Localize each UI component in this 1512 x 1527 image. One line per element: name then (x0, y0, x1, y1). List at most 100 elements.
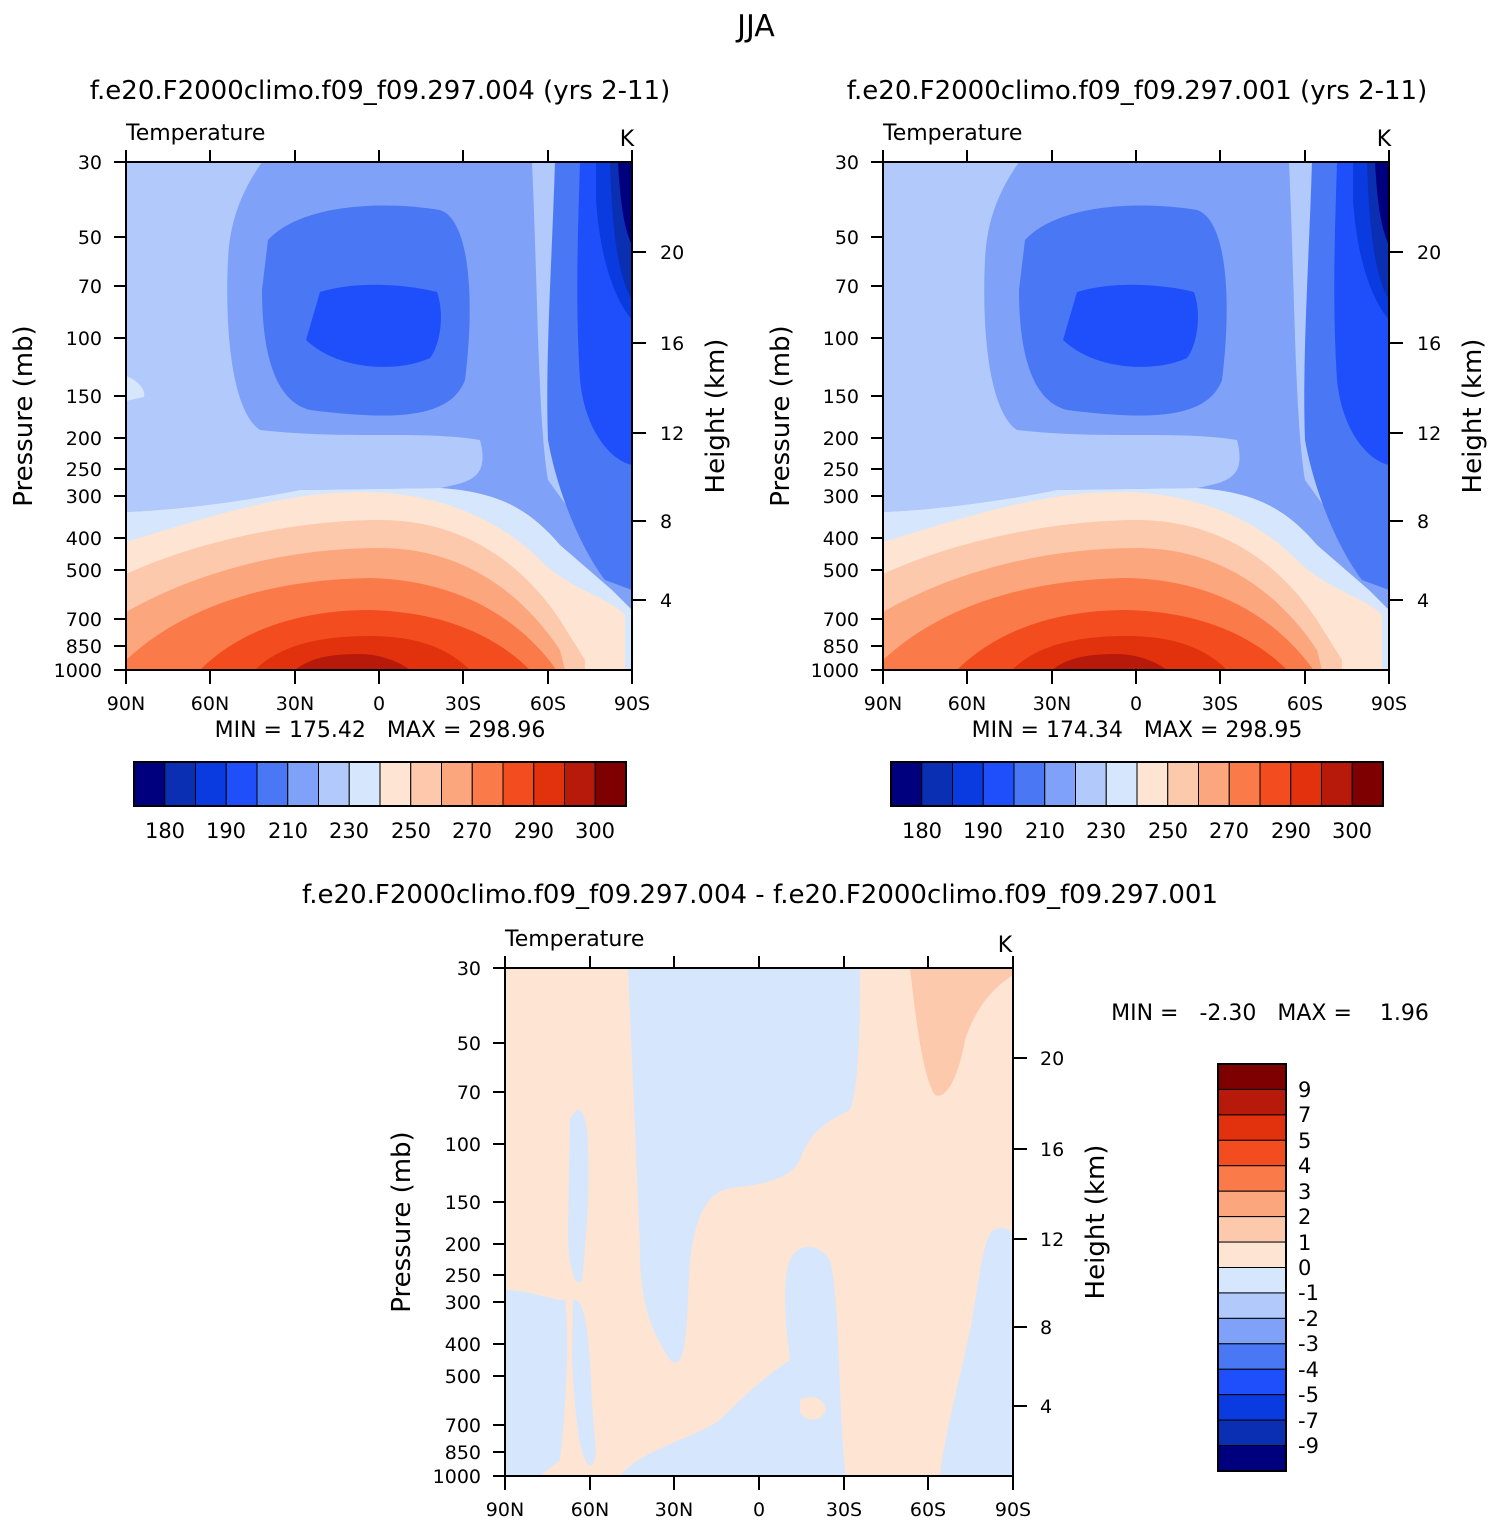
y-tick-label: 500 (66, 560, 102, 582)
y2-tick-label: 12 (1040, 1229, 1064, 1251)
panel-3-title: f.e20.F2000climo.f09_f09.297.004 - f.e20… (302, 880, 1218, 910)
y2-tick-label: 8 (660, 511, 672, 533)
colorbar-swatch (502, 761, 535, 807)
y-tick-label: 250 (823, 459, 859, 481)
y-tick-label: 30 (78, 152, 102, 174)
colorbar-swatch (1217, 1063, 1287, 1090)
colorbar-label: 300 (575, 819, 615, 843)
x-tick-label: 90S (995, 1499, 1031, 1521)
y-tick-label: 70 (78, 276, 102, 298)
colorbar-swatch (225, 761, 258, 807)
y-tick-label: 30 (457, 958, 481, 980)
colorbar-swatch (1217, 1241, 1287, 1268)
colorbar-swatch (318, 761, 350, 807)
colorbar-swatch (348, 761, 381, 807)
y-tick-label: 250 (66, 459, 102, 481)
y-tick-label: 300 (445, 1292, 481, 1314)
x-tick-label: 30N (276, 693, 314, 715)
y2-tick-label: 16 (660, 333, 684, 355)
colorbar-frame (1217, 1063, 1287, 1472)
colorbar-swatch (195, 761, 227, 807)
x-tick-label: 60N (948, 693, 986, 715)
colorbar-swatch (1228, 761, 1261, 807)
colorbar-label: -2 (1298, 1307, 1319, 1331)
panel-1-variable: Temperature (125, 121, 265, 146)
panel-3-colorbar-labels: 9 7 5 4 3 2 1 0 -1 -2 -3 -4 -5 -7 -9 (1298, 1078, 1319, 1458)
colorbar-frame (133, 761, 627, 807)
page-title: JJA (735, 9, 775, 44)
x-tick-label: 60S (910, 1499, 946, 1521)
y-tick-label: 100 (823, 328, 859, 350)
y-tick-label: 700 (445, 1415, 481, 1437)
y-tick-label: 150 (66, 386, 102, 408)
panel-1: f.e20.F2000climo.f09_f09.297.004 (yrs 2-… (9, 76, 731, 843)
y-tick-label: 100 (66, 328, 102, 350)
panel-1-y-tick-labels: 30 50 70 100 150 200 250 300 400 500 700… (54, 152, 102, 682)
x-tick-label: 30S (826, 1499, 862, 1521)
colorbar-label: 270 (452, 819, 492, 843)
panel-3-neg-thin (572, 1299, 596, 1466)
y-tick-label: 30 (835, 152, 859, 174)
colorbar-label: 190 (206, 819, 246, 843)
colorbar-swatch (1167, 761, 1199, 807)
x-tick-label: 30S (445, 693, 481, 715)
colorbar-swatch (1136, 761, 1169, 807)
colorbar-label: -9 (1298, 1434, 1319, 1458)
colorbar-swatch (952, 761, 984, 807)
y2-tick-label: 20 (1417, 242, 1441, 264)
y-tick-label: 50 (457, 1033, 481, 1055)
panel-3-colorbar (1217, 1063, 1287, 1472)
colorbar-label: 230 (329, 819, 369, 843)
colorbar-label: -4 (1298, 1358, 1319, 1382)
y2-tick-label: 12 (1417, 423, 1441, 445)
y2-tick-label: 12 (660, 423, 684, 445)
colorbar-swatch (1217, 1368, 1287, 1396)
colorbar-label: 190 (963, 819, 1003, 843)
panel-2-contour-200 (1063, 284, 1198, 367)
y-tick-label: 850 (445, 1442, 481, 1464)
panel-1-colorbar-labels: 180 190 210 230 250 270 290 300 (145, 819, 615, 843)
y-tick-label: 70 (835, 276, 859, 298)
y-tick-label: 700 (66, 609, 102, 631)
panel-1-y2label: Height (km) (701, 339, 731, 494)
colorbar-label: -7 (1298, 1409, 1319, 1433)
panel-2-variable: Temperature (882, 121, 1022, 146)
colorbar-label: 270 (1209, 819, 1249, 843)
y-tick-label: 50 (835, 227, 859, 249)
colorbar-label: 7 (1298, 1103, 1311, 1127)
colorbar-label: 2 (1298, 1205, 1311, 1229)
y-tick-label: 700 (823, 609, 859, 631)
colorbar-swatch (890, 761, 923, 807)
colorbar-label: 250 (1148, 819, 1188, 843)
panel-2-y2label: Height (km) (1458, 339, 1488, 494)
x-tick-label: 60S (530, 693, 566, 715)
x-tick-label: 30N (1033, 693, 1071, 715)
y-tick-label: 100 (445, 1134, 481, 1156)
panel-2-colorbar-labels: 180 190 210 230 250 270 290 300 (902, 819, 1372, 843)
y-tick-label: 400 (823, 528, 859, 550)
colorbar-swatch (471, 761, 504, 807)
panel-1-y2-tick-labels: 20 16 12 8 4 (660, 242, 684, 612)
panel-2-colorbar (890, 761, 1384, 807)
x-tick-label: 0 (1130, 693, 1142, 715)
y-tick-label: 50 (78, 227, 102, 249)
colorbar-swatch (921, 761, 953, 807)
colorbar-swatch (441, 761, 473, 807)
colorbar-swatch (1217, 1394, 1287, 1421)
colorbar-label: 0 (1298, 1256, 1311, 1280)
x-tick-label: 30N (655, 1499, 693, 1521)
panel-1-contour-170-south (618, 162, 632, 245)
panel-3-pos-corner (910, 968, 1013, 1096)
colorbar-label: 290 (514, 819, 554, 843)
colorbar-label: 5 (1298, 1129, 1311, 1153)
y2-tick-label: 16 (1040, 1139, 1064, 1161)
y-tick-label: 150 (823, 386, 859, 408)
x-tick-label: 60N (191, 693, 229, 715)
y-tick-label: 200 (66, 428, 102, 450)
colorbar-swatch (1217, 1445, 1287, 1472)
colorbar-swatch (1259, 761, 1292, 807)
x-tick-label: 90N (107, 693, 145, 715)
colorbar-frame (890, 761, 1384, 807)
panel-3-y-tick-labels: 30 50 70 100 150 200 250 300 400 500 700… (433, 958, 481, 1488)
x-tick-label: 90S (614, 693, 650, 715)
